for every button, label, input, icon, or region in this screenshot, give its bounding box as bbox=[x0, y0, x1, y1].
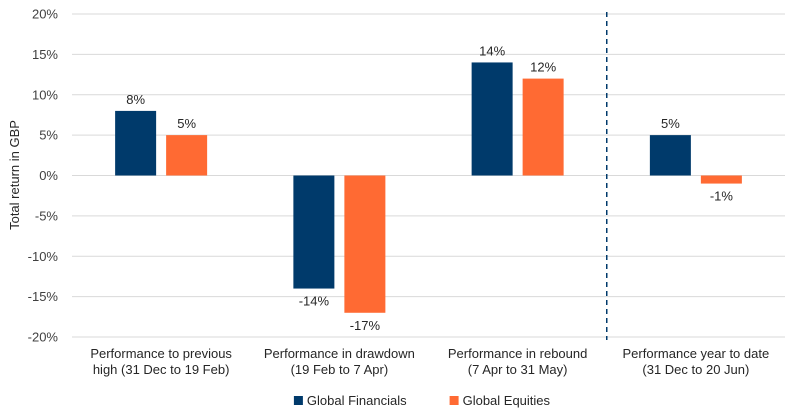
data-label: 8% bbox=[126, 92, 145, 107]
category-label: Performance to previous high (31 Dec to 1… bbox=[90, 346, 232, 377]
y-tick-label: 20% bbox=[32, 7, 58, 22]
data-label: 5% bbox=[661, 116, 680, 131]
y-tick-label: 5% bbox=[39, 128, 58, 143]
y-tick-label: -10% bbox=[28, 249, 59, 264]
bar bbox=[471, 62, 513, 176]
data-label: -1% bbox=[710, 189, 734, 204]
y-tick-label: 0% bbox=[39, 168, 58, 183]
bar bbox=[293, 175, 335, 289]
bar bbox=[522, 78, 564, 176]
y-tick-label: -5% bbox=[35, 208, 59, 223]
data-label: 12% bbox=[530, 60, 556, 75]
bar bbox=[649, 135, 691, 176]
bar bbox=[700, 175, 742, 184]
legend-swatch bbox=[293, 396, 303, 405]
category-label: Performance year to date (31 Dec to 20 Ju… bbox=[623, 346, 770, 377]
y-tick-label: 15% bbox=[32, 47, 58, 62]
legend-label: Global Equities bbox=[463, 393, 551, 408]
legend-label: Global Financials bbox=[307, 393, 407, 408]
data-label: 5% bbox=[177, 116, 196, 131]
legend: Global Financials Global Equities bbox=[293, 393, 551, 408]
bar bbox=[344, 175, 386, 313]
y-tick-label: -20% bbox=[28, 330, 59, 345]
category-label: Performance in drawdown (19 Feb to 7 Apr) bbox=[264, 346, 415, 377]
y-tick-label: -15% bbox=[28, 289, 59, 304]
data-label: 14% bbox=[479, 43, 505, 58]
legend-swatch bbox=[449, 396, 459, 405]
category-label: Performance in rebound (7 Apr to 31 May) bbox=[448, 346, 587, 377]
bars bbox=[115, 62, 742, 313]
bar bbox=[115, 110, 157, 176]
bar bbox=[166, 135, 208, 176]
data-labels: 8% -14% 14% 5% 5% -17% 12% -1% bbox=[126, 43, 733, 332]
y-axis-title: Total return in GBP bbox=[7, 120, 22, 230]
category-labels: Performance to previous high (31 Dec to 1… bbox=[90, 346, 769, 377]
y-tick-label: 10% bbox=[32, 87, 58, 102]
data-label: -17% bbox=[350, 318, 381, 333]
data-label: -14% bbox=[299, 294, 330, 309]
y-axis-ticks: -20% -15% -10% -5% 0% 5% 10% 15% 20% bbox=[28, 7, 59, 345]
